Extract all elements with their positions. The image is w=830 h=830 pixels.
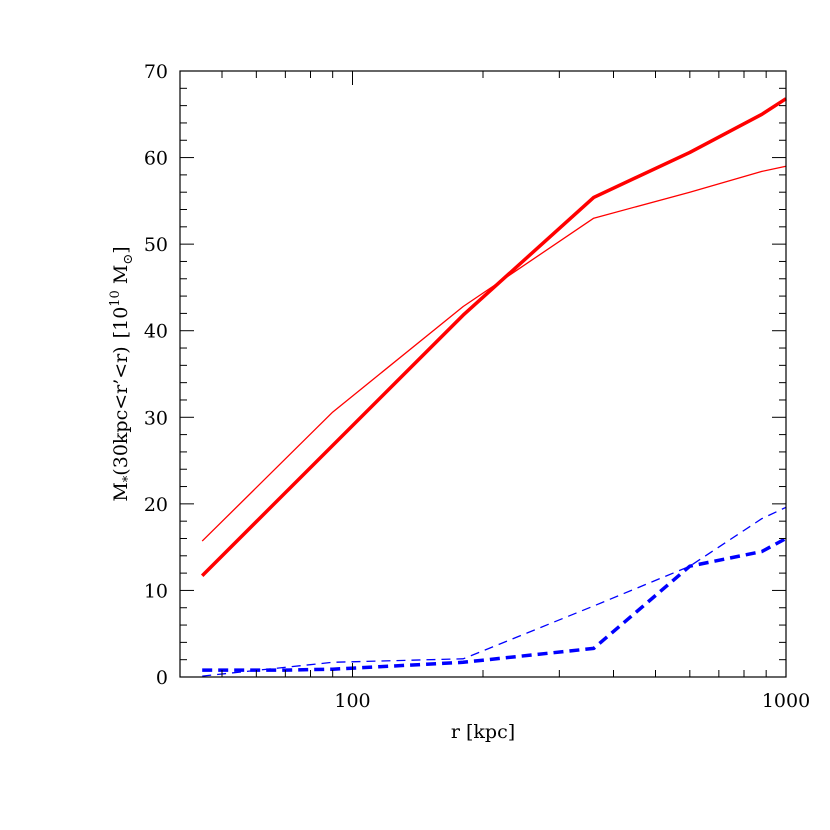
y-axis-title-sub: * xyxy=(121,475,136,482)
x-tick-label-100: 100 xyxy=(334,690,370,712)
series-layer xyxy=(200,97,787,677)
plot-frame xyxy=(179,70,787,678)
y-tick-label-60: 60 xyxy=(144,148,168,170)
y-tick-label-50: 50 xyxy=(144,234,168,256)
y-axis-title-base: M xyxy=(110,482,132,501)
y-tick-label-20: 20 xyxy=(144,494,168,516)
series-line-1 xyxy=(200,97,787,577)
y-tick-label-70: 70 xyxy=(144,61,168,83)
y-tick-label-30: 30 xyxy=(144,407,168,429)
series-line-4 xyxy=(202,506,787,677)
y-axis-title-unit-sup: 10 xyxy=(108,290,123,307)
y-axis-title-unit-close: ] xyxy=(110,246,132,253)
y-axis-title-unit-post: M xyxy=(110,265,132,291)
labels-layer: 0 10 20 30 40 50 60 70 100 1000 xyxy=(144,61,810,712)
series-line-3 xyxy=(202,536,787,672)
y-tick-label-10: 10 xyxy=(144,580,168,602)
y-axis-title: M*(30kpc<r’<r)[1010 M⊙] xyxy=(108,246,136,501)
ticks-layer xyxy=(179,70,787,678)
y-tick-label-0: 0 xyxy=(156,667,168,689)
x-axis-title: r [kpc] xyxy=(451,721,515,743)
y-axis-title-unit-sub: ⊙ xyxy=(121,254,136,265)
x-tick-label-1000: 1000 xyxy=(762,690,810,712)
y-axis-title-unit-pre: [10 xyxy=(110,307,132,339)
y-tick-label-40: 40 xyxy=(144,321,168,343)
y-axis-title-paren: (30kpc<r’<r) xyxy=(110,346,132,475)
series-line-2 xyxy=(201,165,787,542)
